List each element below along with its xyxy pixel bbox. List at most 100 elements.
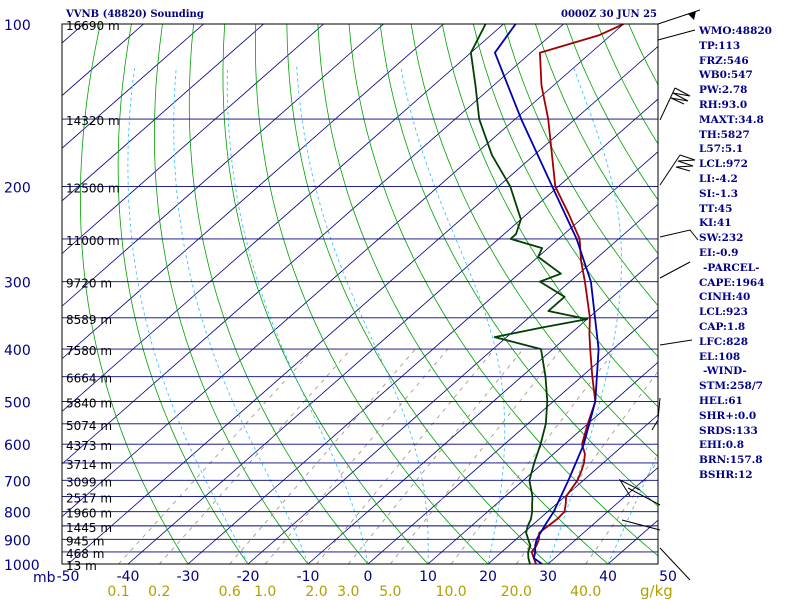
parcel-point: [534, 545, 536, 547]
side-stat-label: LCL: [699, 158, 723, 171]
dewpoint-point: [470, 52, 472, 54]
height-tick-label: 1445 m: [66, 521, 112, 535]
dewpoint-point: [525, 532, 527, 534]
temperature-tick-label: -20: [237, 569, 260, 585]
dewpoint-point: [527, 551, 529, 553]
temperature-point: [580, 471, 582, 473]
dewpoint-point: [520, 218, 522, 220]
mixing-ratio-tick-label: 40.0: [570, 584, 601, 600]
mixing-ratio-unit-label: g/kg: [640, 582, 673, 600]
side-stat-label: HEL: [699, 394, 725, 407]
parcel-point: [533, 557, 535, 559]
parcel-point: [520, 118, 522, 120]
side-stat-lcl: LCL:923: [699, 306, 748, 319]
temperature-point: [598, 34, 600, 37]
parcel-point: [536, 538, 538, 540]
side-stat-value: 546: [726, 54, 749, 67]
side-stat-wb0: WB0:547: [699, 69, 753, 82]
temperature-point: [547, 118, 549, 120]
side-stat-th: TH:5827: [699, 128, 750, 141]
temperature-point: [581, 443, 583, 445]
dewpoint-point: [531, 503, 533, 505]
mixing-ratio-line: [158, 348, 352, 564]
side-stat-lfc: LFC:828: [699, 335, 749, 348]
sounding-time: 0000Z 30 JUN 25: [561, 9, 658, 20]
side-stat-label: EHI: [699, 439, 722, 452]
isotherm-line: [62, 24, 504, 412]
moist-adiabat-line: [547, 66, 622, 564]
side-stat-label: EL: [699, 350, 715, 363]
mixing-ratio-line: [347, 348, 524, 564]
dewpoint-point: [544, 376, 547, 378]
side-stat-value: -4.2: [715, 172, 738, 185]
mixing-ratio-tick-label: 3.0: [337, 584, 359, 600]
side-stat-value: 133: [735, 424, 758, 437]
dewpoint-point: [586, 318, 588, 320]
temperature-point: [586, 299, 589, 301]
temperature-tick-label: 40: [599, 569, 617, 585]
dry-adiabat-line: [153, 24, 309, 564]
moist-adiabat-line: [127, 66, 249, 564]
isotherm-line: [547, 466, 658, 564]
side-stat-pw: PW:2.78: [699, 84, 748, 97]
side-stat-tp: TP:113: [699, 39, 741, 52]
temperature-point: [568, 213, 570, 215]
temperature-point: [584, 453, 586, 455]
side-stat-sw: SW:232: [699, 232, 744, 245]
side-stat-cap: CAP:1.8: [699, 320, 746, 333]
mixing-ratio-tick-label: 10.0: [436, 584, 467, 600]
temperature-point: [589, 348, 591, 350]
dry-adiabat-line: [441, 24, 658, 408]
dewpoint-point: [531, 495, 534, 498]
height-tick-label: 11000 m: [66, 234, 120, 248]
mixing-ratio-line: [229, 348, 416, 564]
side-stat-value: -0.9: [715, 246, 739, 259]
temperature-tick-label: 20: [479, 569, 497, 585]
dewpoint-point: [540, 348, 542, 350]
dewpoint-point: [527, 525, 529, 527]
side-stat-value: 547: [730, 69, 753, 82]
side-stat-value: 828: [726, 335, 749, 348]
side-stat-label: BRN: [699, 454, 726, 467]
pressure-tick-label: 1000: [4, 558, 40, 574]
temperature-point: [580, 260, 582, 262]
side-stat-label: CAP: [699, 320, 724, 333]
side-stat-li: LI:-4.2: [699, 172, 738, 185]
dewpoint-point: [509, 186, 511, 188]
dewpoint-point: [474, 84, 477, 87]
parcel-point: [598, 348, 600, 350]
isotherm-line: [367, 309, 658, 564]
dry-adiabat-line: [188, 24, 369, 564]
temperature-point: [579, 238, 581, 240]
dewpoint-point: [478, 118, 480, 120]
isotherm-line: [62, 24, 444, 360]
height-tick-label: 468 m: [66, 547, 104, 561]
side-stat-ki: KI:41: [699, 217, 732, 230]
temperature-point: [589, 317, 591, 319]
parcel-point: [553, 511, 555, 513]
dewpoint-point: [527, 538, 529, 540]
height-tick-label: 14320 m: [66, 114, 120, 128]
side-stat-value: 108: [718, 350, 741, 363]
dewpoint-point: [529, 545, 532, 547]
side-stat-value: -1.3: [715, 187, 739, 200]
side-stat-ei: EI:-0.9: [699, 246, 739, 259]
dewpoint-point: [564, 296, 566, 298]
dry-adiabat-line: [504, 24, 658, 307]
side-stat-label: WMO: [699, 25, 732, 37]
side-stat-value: 923: [726, 306, 748, 319]
side-stat-label: CINH: [699, 291, 732, 304]
side-stat-label: TT: [699, 202, 714, 215]
temperature-tick-label: -10: [297, 569, 320, 585]
side-stat-label: EI: [699, 246, 712, 259]
mixing-ratio-tick-label: 0.2: [148, 584, 170, 600]
isotherm-line: [62, 24, 324, 255]
pressure-tick-label: 400: [4, 343, 31, 359]
dry-adiabat-line: [472, 24, 658, 358]
side-stat-value: 5827: [720, 128, 750, 141]
side-stat-wmo: WMO:48820: [699, 25, 772, 37]
temperature-point: [584, 281, 586, 283]
temperature-point: [554, 186, 556, 188]
dewpoint-point: [546, 400, 548, 402]
moist-adiabat-line: [173, 66, 309, 564]
